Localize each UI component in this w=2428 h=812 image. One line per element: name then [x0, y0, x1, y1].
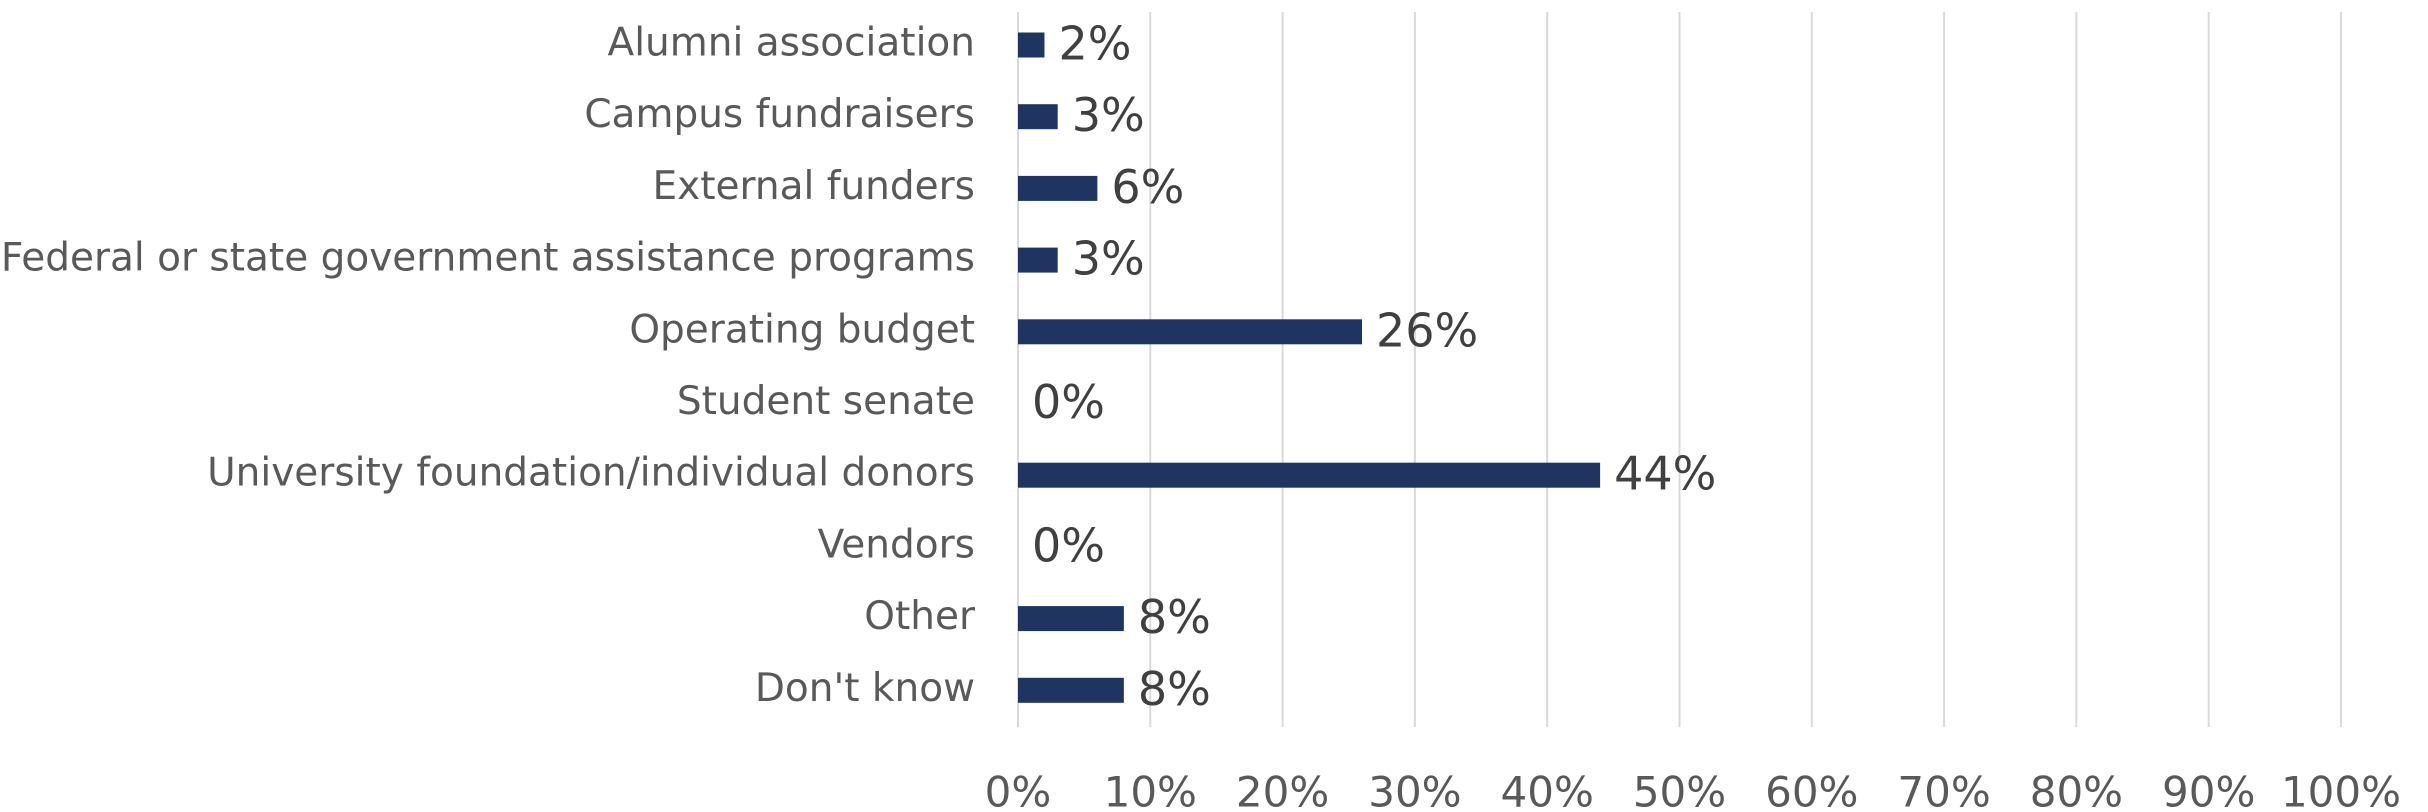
category-label: External funders: [653, 164, 975, 209]
bar: [1018, 175, 1098, 201]
data-label: 6%: [1111, 160, 1184, 214]
data-label: 0%: [1032, 518, 1105, 572]
bar: [1018, 462, 1601, 488]
data-label: 44%: [1614, 447, 1716, 501]
category-label: Don't know: [755, 666, 975, 711]
bar: [1018, 319, 1362, 345]
category-label: Operating budget: [629, 307, 975, 352]
x-tick-label: 10%: [1104, 768, 1197, 812]
bar: [1018, 677, 1124, 703]
data-label: 2%: [1058, 17, 1131, 71]
bar: [1018, 247, 1058, 273]
category-label: Campus fundraisers: [584, 92, 975, 137]
x-tick-label: 20%: [1236, 768, 1329, 812]
data-label: 0%: [1032, 375, 1105, 429]
category-label: Other: [864, 594, 976, 639]
data-label: 3%: [1072, 88, 1145, 142]
category-label: University foundation/individual donors: [207, 451, 975, 496]
x-tick-label: 60%: [1765, 768, 1858, 812]
category-label: Alumni association: [608, 21, 975, 66]
x-tick-label: 70%: [1897, 768, 1990, 812]
data-label: 8%: [1138, 590, 1211, 644]
x-tick-label: 50%: [1633, 768, 1726, 812]
data-label: 26%: [1376, 303, 1478, 357]
x-tick-label: 80%: [2030, 768, 2123, 812]
data-label: 8%: [1138, 662, 1211, 716]
x-tick-label: 0%: [985, 768, 1052, 812]
bar: [1018, 32, 1045, 58]
x-tick-label: 100%: [2281, 768, 2401, 812]
bar: [1018, 104, 1058, 130]
category-label: Student senate: [677, 379, 975, 424]
x-tick-label: 90%: [2162, 768, 2255, 812]
data-label: 3%: [1072, 232, 1145, 286]
category-label: Federal or state government assistance p…: [1, 236, 975, 281]
bar: [1018, 606, 1124, 632]
x-tick-label: 30%: [1368, 768, 1461, 812]
category-label: Vendors: [818, 522, 975, 567]
x-tick-label: 40%: [1501, 768, 1594, 812]
